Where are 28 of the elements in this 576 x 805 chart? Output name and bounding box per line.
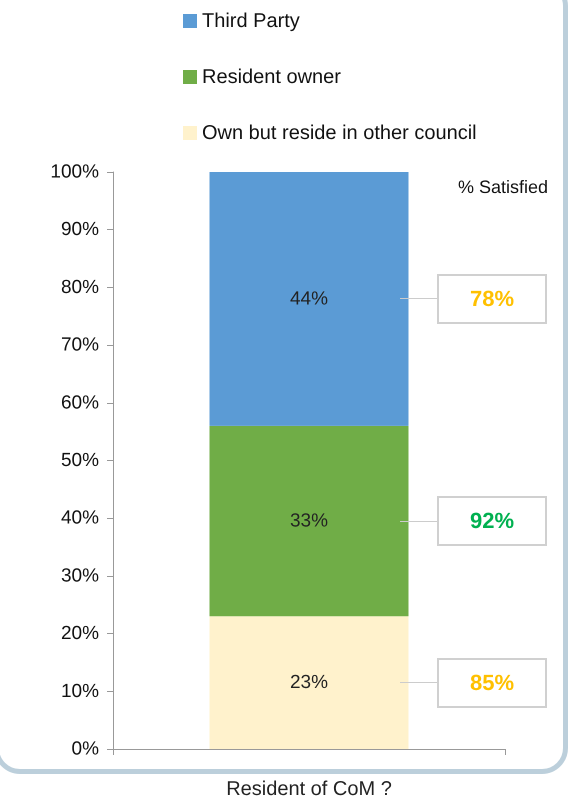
legend-label: Own but reside in other council	[202, 122, 477, 144]
y-tick-label: 90%	[60, 219, 100, 240]
legend-label: Resident owner	[202, 66, 342, 88]
y-tick-label: 50%	[60, 450, 100, 471]
y-tick-label: 100%	[50, 162, 100, 182]
y-tick-label: 80%	[60, 276, 100, 298]
data-label: 44%	[290, 288, 328, 310]
bar	[210, 616, 408, 749]
annotation: 78%	[470, 286, 514, 312]
y-tick-label: 30%	[60, 565, 100, 586]
annotation: 92%	[470, 508, 514, 534]
y-tick-label: 20%	[60, 623, 100, 644]
data-label: 23%	[290, 672, 328, 694]
x-axis-title: Resident of CoM ?	[226, 778, 392, 800]
y-tick-label: 40%	[60, 508, 100, 529]
data-label: 33%	[290, 510, 328, 532]
y-tick-label: 10%	[60, 680, 100, 702]
y-tick-label: 0%	[72, 738, 100, 760]
y-tick-label: 70%	[60, 334, 100, 356]
callout-box: 78%	[437, 274, 547, 324]
annotation: % Satisfied	[458, 177, 548, 197]
bar	[210, 426, 408, 616]
callout-box: 85%	[437, 658, 547, 708]
y-tick-label: 60%	[60, 392, 100, 414]
callout-box: 92%	[437, 496, 547, 546]
bar	[210, 172, 408, 426]
legend-label: Third Party	[202, 10, 300, 32]
annotation: 85%	[470, 670, 514, 696]
